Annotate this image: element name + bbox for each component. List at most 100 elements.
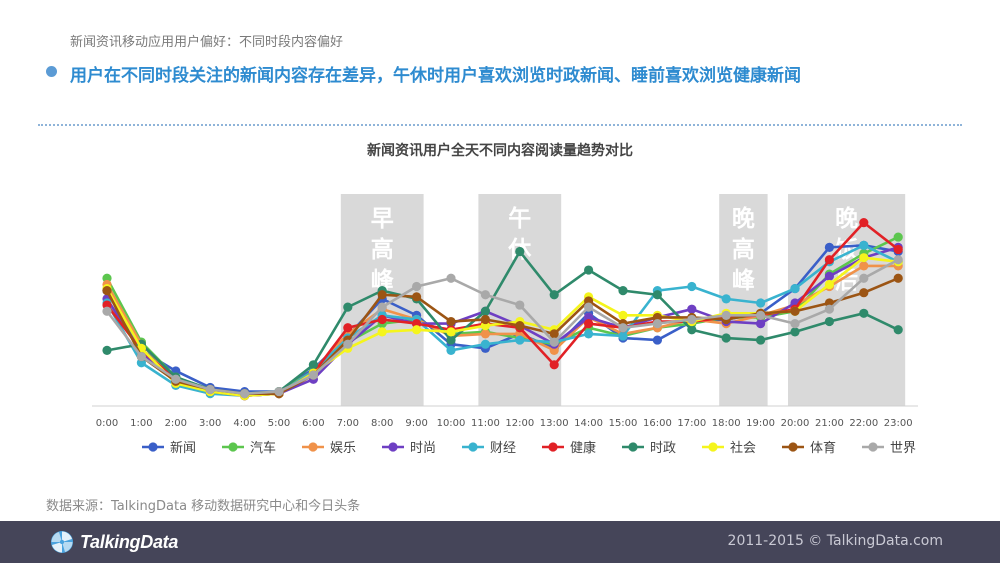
series-7-point-22 bbox=[859, 253, 869, 263]
series-6-point-14 bbox=[584, 265, 594, 275]
series-9-point-3 bbox=[205, 384, 215, 395]
series-4-point-22 bbox=[859, 240, 869, 250]
series-9-point-1 bbox=[136, 351, 146, 362]
series-2-point-11 bbox=[480, 329, 490, 339]
time-band-label-3-0: 晚 bbox=[835, 206, 858, 232]
legend-label-0: 新闻 bbox=[170, 440, 196, 456]
series-8-point-0 bbox=[102, 286, 112, 296]
series-6-point-12 bbox=[515, 246, 525, 257]
series-4-point-20 bbox=[790, 283, 800, 294]
series-6-point-0 bbox=[102, 345, 112, 355]
talkingdata-logo[interactable]: TalkingData bbox=[50, 530, 178, 554]
series-7-point-10 bbox=[446, 327, 456, 337]
legend-marker-4 bbox=[468, 442, 478, 452]
legend-marker-3 bbox=[388, 442, 398, 452]
time-band-label-2-2: 峰 bbox=[732, 268, 756, 294]
series-3-point-17 bbox=[687, 304, 697, 314]
time-band-label-1-0: 午 bbox=[508, 205, 531, 232]
series-6-point-15 bbox=[618, 286, 628, 296]
slide-subtitle: 新闻资讯移动应用用户偏好：不同时段内容偏好 bbox=[70, 35, 344, 50]
series-9-point-5 bbox=[274, 386, 284, 397]
time-band-label-2-0: 晚 bbox=[732, 206, 755, 232]
series-7-point-21 bbox=[824, 279, 835, 290]
legend-marker-8 bbox=[788, 442, 798, 452]
x-tick-label-8: 8:00 bbox=[371, 418, 393, 429]
series-5-point-22 bbox=[859, 218, 869, 228]
x-tick-label-11: 11:00 bbox=[471, 418, 500, 429]
series-4-point-12 bbox=[515, 335, 525, 345]
series-9-point-18 bbox=[721, 310, 731, 320]
series-5-point-14 bbox=[584, 319, 594, 329]
x-tick-label-12: 12:00 bbox=[505, 418, 534, 429]
time-band-label-0-0: 早 bbox=[371, 206, 394, 232]
series-2-point-22 bbox=[859, 261, 869, 271]
series-3-point-19 bbox=[756, 319, 766, 329]
series-5-point-13 bbox=[549, 360, 559, 370]
x-tick-label-18: 18:00 bbox=[712, 418, 741, 429]
x-tick-label-10: 10:00 bbox=[437, 418, 466, 429]
legend-label-8: 体育 bbox=[810, 440, 836, 456]
legend-label-5: 健康 bbox=[570, 440, 596, 456]
x-tick-label-5: 5:00 bbox=[268, 418, 290, 429]
series-6-point-13 bbox=[549, 290, 559, 300]
footer-bar: TalkingData 2011-2015 © TalkingData.com bbox=[0, 521, 1000, 563]
x-tick-label-22: 22:00 bbox=[849, 418, 878, 429]
series-5-point-21 bbox=[824, 255, 835, 265]
series-9-point-14 bbox=[584, 302, 594, 312]
legend-marker-5 bbox=[548, 442, 558, 452]
series-7-point-9 bbox=[412, 325, 422, 335]
series-8-point-22 bbox=[859, 288, 869, 298]
slide-headline: 用户在不同时段关注的新闻内容存在差异，午休时用户喜欢浏览时政新闻、睡前喜欢浏览健… bbox=[70, 66, 801, 86]
legend-marker-2 bbox=[308, 442, 318, 452]
series-0-point-16 bbox=[652, 335, 663, 345]
series-9-point-20 bbox=[790, 319, 800, 329]
series-4-point-18 bbox=[721, 294, 731, 304]
series-9-point-22 bbox=[859, 273, 869, 283]
x-tick-label-19: 19:00 bbox=[746, 418, 775, 429]
series-6-point-23 bbox=[893, 325, 903, 335]
series-9-point-9 bbox=[412, 281, 422, 292]
series-6-point-19 bbox=[756, 335, 766, 345]
series-6-point-11 bbox=[480, 306, 490, 316]
series-8-point-20 bbox=[790, 306, 800, 316]
series-6-point-22 bbox=[859, 308, 869, 318]
x-tick-label-9: 9:00 bbox=[405, 418, 427, 429]
legend-label-1: 汽车 bbox=[250, 440, 276, 456]
series-3-point-21 bbox=[824, 271, 835, 281]
series-9-point-8 bbox=[377, 302, 387, 312]
time-band-label-2-1: 高 bbox=[732, 236, 755, 263]
series-9-point-7 bbox=[343, 339, 353, 349]
legend-label-9: 世界 bbox=[890, 441, 916, 456]
series-7-point-15 bbox=[618, 310, 628, 320]
legend-label-6: 时政 bbox=[650, 441, 676, 456]
legend-label-3: 时尚 bbox=[410, 441, 436, 456]
x-tick-label-3: 3:00 bbox=[199, 418, 221, 429]
series-9-point-13 bbox=[549, 337, 559, 347]
legend-label-2: 娱乐 bbox=[330, 441, 356, 456]
legend-marker-9 bbox=[868, 442, 878, 452]
series-9-point-4 bbox=[240, 389, 250, 399]
series-9-point-2 bbox=[171, 374, 181, 384]
series-4-point-15 bbox=[618, 331, 628, 341]
series-8-point-9 bbox=[412, 292, 422, 302]
x-tick-label-1: 1:00 bbox=[130, 418, 152, 429]
series-6-point-7 bbox=[343, 302, 353, 312]
x-tick-label-13: 13:00 bbox=[540, 418, 569, 429]
series-5-point-7 bbox=[343, 323, 353, 333]
series-9-point-23 bbox=[893, 255, 903, 265]
series-4-point-14 bbox=[584, 329, 594, 339]
series-9-point-12 bbox=[515, 300, 525, 310]
series-7-point-8 bbox=[377, 327, 387, 337]
series-8-point-12 bbox=[515, 321, 525, 331]
legend-marker-1 bbox=[228, 442, 238, 452]
dotted-divider bbox=[38, 124, 962, 126]
series-6-point-18 bbox=[721, 333, 731, 343]
series-9-point-16 bbox=[652, 319, 663, 329]
legend-marker-6 bbox=[628, 442, 638, 452]
x-tick-label-17: 17:00 bbox=[677, 418, 706, 429]
x-tick-label-7: 7:00 bbox=[337, 418, 359, 429]
chart-title: 新闻资讯用户全天不同内容阅读量趋势对比 bbox=[367, 143, 633, 159]
series-9-point-0 bbox=[102, 306, 112, 316]
series-4-point-10 bbox=[446, 345, 456, 355]
